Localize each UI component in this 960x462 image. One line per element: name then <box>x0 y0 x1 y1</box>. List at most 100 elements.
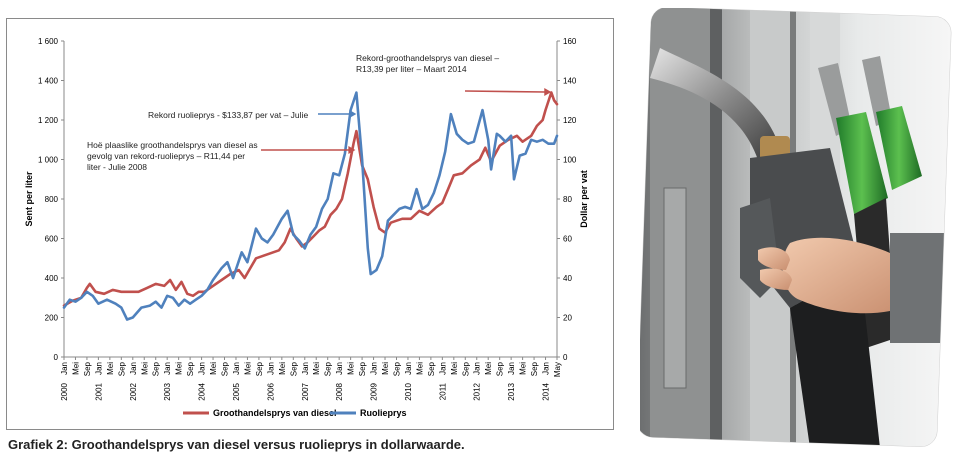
series-line-crude-oil <box>62 91 559 321</box>
annotation-arrow-diesel-2014 <box>464 90 546 93</box>
x-month-label: Sep <box>392 361 401 376</box>
x-month-label: Sep <box>530 361 539 376</box>
annotation-diesel-2008-line: gevolg van rekord-ruolieprys – R11,44 pe… <box>87 151 245 161</box>
x-month-label: Sep <box>289 361 298 376</box>
x-month-label: Sep <box>221 361 230 376</box>
series-layer <box>62 91 559 321</box>
x-month-label: Jan <box>163 362 172 375</box>
chart-svg: 0 200 400 600 800 1 000 1 200 1 400 1 600 0 20 40 60… <box>24 37 589 418</box>
x-month-label: Sep <box>117 361 126 376</box>
y2-axis-label: Dollar per vat <box>579 170 589 228</box>
x-month-label: Jan <box>542 362 551 375</box>
y-axis-label: Sent per liter <box>24 171 34 227</box>
x-month-label: Mei <box>140 362 149 375</box>
y-tick-label: 200 <box>45 314 59 323</box>
annotation-layer: Rekord ruolieprys - $133,87 per vat – Ju… <box>87 53 552 172</box>
x-month-label: Mei <box>312 362 321 375</box>
x-year-label: 2007 <box>301 382 310 400</box>
y2-tick-label: 140 <box>563 77 577 86</box>
x-month-label: Mei <box>415 362 424 375</box>
x-year-label: 2008 <box>335 382 344 400</box>
x-month-label: Jan <box>60 362 69 375</box>
y-tick-label: 0 <box>54 353 59 362</box>
x-month-label: Mei <box>175 362 184 375</box>
chart-legend: Groothandelsprys van diesel Ruolieprys <box>183 408 407 418</box>
y2-tick-label: 100 <box>563 156 577 165</box>
y-tick-label: 1 200 <box>38 116 59 125</box>
annotation-diesel-2008-line: liter - Julie 2008 <box>87 162 147 172</box>
x-month-label: Jan <box>94 362 103 375</box>
y-tick-label: 1 000 <box>38 156 59 165</box>
x-month-label: Jan <box>507 362 516 375</box>
x-month-label: Mei <box>450 362 459 375</box>
annotation-diesel-2014-line: R13,39 per liter – Maart 2014 <box>356 64 467 74</box>
x-month-label: Sep <box>152 361 161 376</box>
y2-tick-label: 20 <box>563 314 572 323</box>
x-year-label: 2009 <box>370 382 379 400</box>
y-tick-label: 600 <box>45 235 59 244</box>
y-tick-label: 400 <box>45 274 59 283</box>
x-month-label: Jan <box>232 362 241 375</box>
annotation-arrowhead-diesel-2008 <box>348 146 356 154</box>
y2-tick-label: 120 <box>563 116 577 125</box>
y2-tick-label: 160 <box>563 37 577 46</box>
x-month-label: Mei <box>106 362 115 375</box>
x-month-label: May <box>553 362 562 377</box>
x-month-label: Sep <box>324 361 333 376</box>
x-month-label: Jan <box>198 362 207 375</box>
x-month-label: Jan <box>370 362 379 375</box>
x-month-label: Sep <box>83 361 92 376</box>
y2-tick-label: 80 <box>563 195 572 204</box>
legend-label: Groothandelsprys van diesel <box>213 408 337 418</box>
x-year-label: 2011 <box>438 382 447 400</box>
x-month-label: Mei <box>347 362 356 375</box>
annotation-diesel-2014-line: Rekord-groothandelsprys van diesel – <box>356 53 499 63</box>
y2-tick-label: 0 <box>563 353 568 362</box>
x-year-label: 2002 <box>129 382 138 400</box>
x-month-label: Mei <box>381 362 390 375</box>
x-month-label: Sep <box>496 361 505 376</box>
x-month-label: Jan <box>438 362 447 375</box>
x-year-label: 2004 <box>198 382 207 400</box>
x-year-label: 2006 <box>266 382 275 400</box>
x-month-label: Sep <box>358 361 367 376</box>
x-month-label: Sep <box>461 361 470 376</box>
y-tick-label: 1 600 <box>38 37 59 46</box>
x-month-label: Sep <box>427 361 436 376</box>
chart-axes: 0 200 400 600 800 1 000 1 200 1 400 1 600 0 20 40 60… <box>24 37 589 362</box>
x-year-label: 2005 <box>232 382 241 400</box>
x-month-label: Jan <box>404 362 413 375</box>
x-month-label: Mei <box>278 362 287 375</box>
x-month-label: Mei <box>71 362 80 375</box>
y-tick-label: 800 <box>45 195 59 204</box>
legend-label: Ruolieprys <box>360 408 407 418</box>
annotation-arrowhead-crude <box>349 110 357 118</box>
x-month-label: Jan <box>473 362 482 375</box>
x-year-label: 2012 <box>473 382 482 400</box>
annotation-crude-record: Rekord ruolieprys - $133,87 per vat – Ju… <box>148 110 308 120</box>
chart-panel: 0 200 400 600 800 1 000 1 200 1 400 1 600 0 20 40 60… <box>6 18 614 430</box>
x-month-label: Jan <box>129 362 138 375</box>
x-month-label: Jan <box>266 362 275 375</box>
x-year-label: 2001 <box>94 382 103 400</box>
x-month-label: Mei <box>484 362 493 375</box>
fuel-pump-photo <box>640 8 952 448</box>
x-month-label: Mei <box>209 362 218 375</box>
y2-tick-label: 60 <box>563 235 572 244</box>
x-year-label: 2003 <box>163 382 172 400</box>
x-year-label: 2000 <box>60 382 69 400</box>
figure-caption: Grafiek 2: Groothandelsprys van diesel v… <box>8 437 465 452</box>
x-month-label: Mei <box>519 362 528 375</box>
x-month-label: Sep <box>255 361 264 376</box>
x-year-label: 2010 <box>404 382 413 400</box>
x-month-label: Sep <box>186 361 195 376</box>
x-month-label: Jan <box>301 362 310 375</box>
x-month-label: Jan <box>335 362 344 375</box>
annotation-diesel-2008-line: Hoë plaaslike groothandelsprys van diese… <box>87 140 258 150</box>
y2-tick-label: 40 <box>563 274 572 283</box>
x-year-label: 2013 <box>507 382 516 400</box>
x-month-label: Mei <box>243 362 252 375</box>
series-line-diesel <box>62 91 559 307</box>
x-year-label: 2014 <box>542 382 551 400</box>
